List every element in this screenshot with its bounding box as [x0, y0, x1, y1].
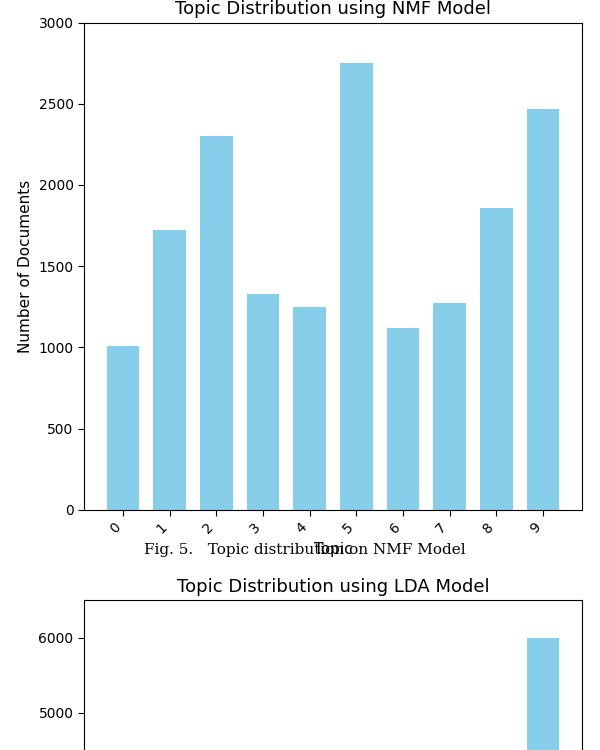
Bar — [527, 109, 559, 510]
Bar — [340, 63, 373, 510]
Title: Topic Distribution using LDA Model: Topic Distribution using LDA Model — [176, 578, 490, 596]
Bar — [154, 230, 186, 510]
Bar — [386, 328, 419, 510]
Text: Fig. 5.   Topic distribution on NMF Model: Fig. 5. Topic distribution on NMF Model — [144, 544, 466, 557]
Bar — [433, 304, 466, 510]
Bar — [293, 307, 326, 510]
Bar — [527, 638, 559, 750]
Bar — [107, 346, 139, 510]
Bar — [200, 136, 233, 510]
Title: Topic Distribution using NMF Model: Topic Distribution using NMF Model — [175, 0, 491, 18]
Bar — [247, 294, 280, 510]
Bar — [480, 208, 512, 510]
Y-axis label: Number of Documents: Number of Documents — [18, 179, 33, 352]
X-axis label: Topic: Topic — [314, 542, 352, 557]
